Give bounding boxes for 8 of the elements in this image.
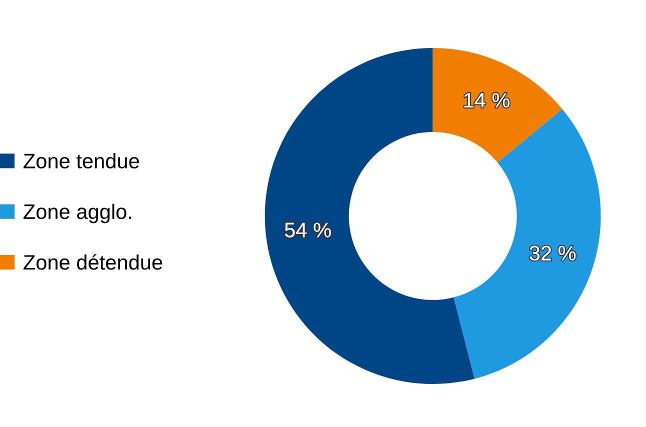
legend-label: Zone tendue: [24, 153, 139, 168]
data-label: 32 %: [530, 246, 576, 261]
donut-slice: [432, 48, 562, 162]
legend-label: Zone détendue: [24, 254, 162, 270]
donut-slice: [454, 108, 601, 379]
data-label: 54 %: [284, 222, 331, 238]
legend-label: Zone agglo.: [24, 204, 132, 224]
data-label: 14 %: [464, 92, 510, 108]
